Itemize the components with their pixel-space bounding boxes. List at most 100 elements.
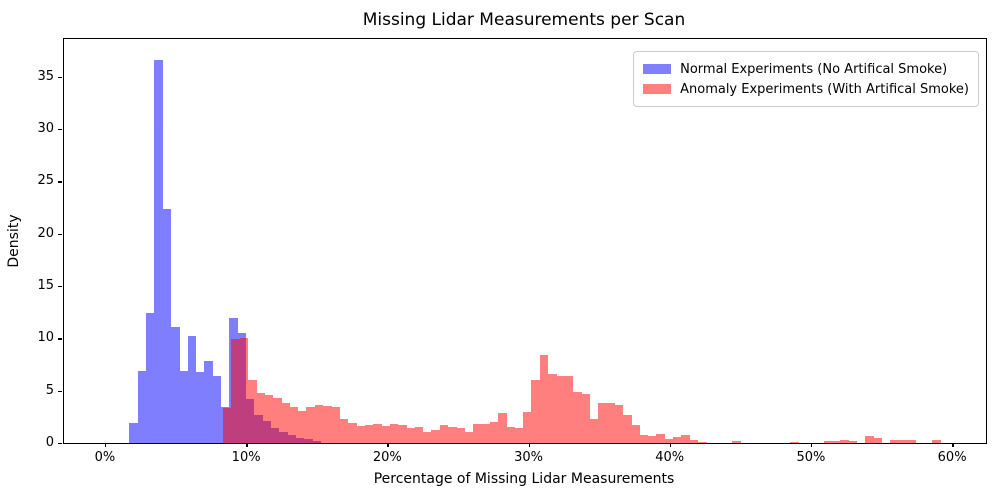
histogram-bar (431, 430, 440, 443)
chart-title: Missing Lidar Measurements per Scan (362, 10, 686, 30)
histogram-bar (381, 426, 391, 443)
histogram-bar (439, 424, 449, 443)
histogram-bar (514, 427, 524, 443)
histogram-bar (689, 439, 699, 443)
histogram-bar (239, 338, 249, 443)
histogram-bar (581, 393, 590, 443)
y-tick-label: 10 (37, 330, 54, 346)
histogram-bar (298, 410, 307, 443)
histogram-bar (129, 423, 138, 443)
plot-area: 0% 10% 20% 30% 40% 50% 60% 0 5 10 15 20 25 30 35 Norma… (37, 38, 987, 465)
y-tick-mark (58, 129, 63, 131)
histogram-bar (170, 326, 180, 443)
x-axis-label: Percentage of Missing Lidar Measurements (373, 471, 675, 487)
legend-label-anomaly: Anomaly Experiments (With Artifical Smok… (680, 81, 969, 97)
histogram-bar (647, 436, 657, 443)
normal-series-swatch (643, 64, 672, 74)
histogram-bar (614, 405, 624, 443)
histogram-bar (523, 412, 532, 443)
histogram-bar (622, 415, 632, 443)
histogram-bar (489, 421, 499, 443)
histogram-bar (890, 440, 900, 443)
histogram-bar (473, 423, 482, 443)
histogram-bar (531, 379, 540, 443)
y-axis-label: Density (6, 214, 22, 268)
histogram-bar (231, 339, 241, 443)
histogram-bar (273, 398, 282, 443)
histogram-bar (898, 439, 908, 443)
histogram-bar (832, 440, 841, 443)
x-tick-label: 0% (94, 450, 116, 465)
histogram-bar (481, 423, 490, 443)
histogram-bar (289, 407, 299, 443)
histogram-bar (564, 376, 574, 443)
histogram-bar (848, 440, 858, 443)
histogram-bar (248, 380, 257, 443)
x-tick-mark (528, 443, 530, 447)
legend: Normal Experiments (No Artifical Smoke) … (633, 51, 979, 107)
histogram-bar (823, 440, 833, 443)
anomaly-series-swatch (643, 84, 672, 94)
histogram-bar (731, 441, 741, 443)
histogram-bar (464, 432, 474, 443)
histogram-bar (204, 361, 213, 443)
histogram-bar (790, 441, 800, 443)
x-tick-label: 20% (372, 450, 402, 465)
histogram-bar (314, 405, 324, 443)
histogram-bar (664, 438, 674, 443)
x-tick-label: 60% (937, 450, 967, 465)
histogram-bar (589, 419, 599, 443)
legend-row-anomaly: Anomaly Experiments (With Artifical Smok… (643, 79, 969, 99)
histogram-bar (539, 355, 549, 443)
x-tick-label: 30% (514, 450, 543, 465)
histogram-bar (548, 373, 557, 443)
histogram-bar (162, 208, 172, 443)
histogram-bar (448, 427, 457, 443)
histogram-bar (306, 407, 316, 443)
histogram-bar (137, 370, 147, 443)
y-tick-mark (58, 181, 63, 183)
x-tick-label: 50% (796, 450, 826, 465)
histogram-bar (573, 392, 582, 443)
x-tick-mark (952, 443, 954, 447)
x-tick-mark (387, 443, 389, 447)
histogram-bar (865, 436, 875, 443)
histogram-bar (223, 408, 232, 443)
histogram-bar (195, 371, 205, 443)
histogram-bar (556, 375, 565, 443)
x-tick-mark (246, 443, 248, 447)
histogram-bar (187, 336, 197, 443)
histogram-bar (348, 423, 357, 443)
histogram-bar (506, 427, 515, 443)
legend-label-normal: Normal Experiments (No Artifical Smoke) (680, 61, 948, 77)
x-tick-mark (810, 443, 813, 447)
y-tick-mark (58, 338, 63, 340)
histogram-bar (179, 370, 188, 443)
histogram-bar (364, 424, 374, 443)
x-tick-mark (104, 443, 107, 447)
histogram-bar (932, 439, 941, 443)
histogram-bar (681, 434, 690, 443)
histogram-bar (697, 441, 707, 443)
histogram-bar (212, 376, 222, 443)
histogram-bar (154, 59, 163, 443)
histogram-bar (264, 394, 274, 443)
histogram-bar (323, 406, 332, 443)
histogram-bar (373, 423, 382, 443)
y-tick-label: 15 (37, 278, 54, 293)
y-tick-label: 0 (45, 435, 54, 450)
y-tick-label: 20 (37, 225, 54, 241)
histogram-bar (606, 403, 615, 443)
histogram-bar (672, 437, 682, 443)
y-tick-mark (58, 390, 63, 393)
anomaly-series-layer (64, 39, 986, 443)
histogram-bar (389, 423, 399, 443)
histogram-bar (398, 425, 407, 443)
histogram-bar (639, 434, 649, 443)
histogram-bar (356, 426, 366, 443)
histogram-bar (331, 407, 341, 443)
y-tick-mark (58, 76, 63, 79)
histogram-bar (840, 440, 850, 443)
histogram-bar (456, 428, 465, 443)
